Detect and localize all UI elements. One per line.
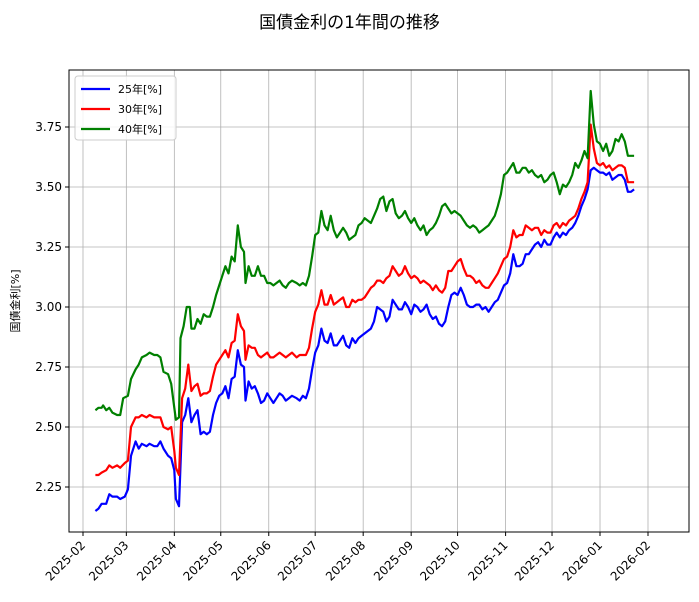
series-lines [94,89,635,512]
x-tick-label: 2026-02 [608,538,653,583]
legend: 25年[%] 30年[%] 40年[%] [74,75,177,141]
legend-box [74,75,177,141]
x-tick-label: 2026-01 [560,538,605,583]
y-tick-label: 2.50 [35,420,62,434]
y-tick-label: 2.75 [35,360,62,374]
y-tick-label: 3.75 [35,120,62,134]
x-tick-label: 2025-07 [275,538,320,583]
y-axis-label: 国債金利[%] [8,269,22,332]
x-tick-label: 2025-02 [43,538,88,583]
legend-label: 40年[%] [118,122,162,136]
series-line-3 [94,89,635,421]
x-tick-label: 2025-09 [371,538,416,583]
grid-lines [69,70,689,532]
x-tick-label: 2025-08 [323,538,368,583]
x-tick-label: 2025-06 [229,538,274,583]
plot-frame [68,69,690,533]
y-axis: 2.25 2.50 2.75 3.00 3.25 3.50 3.75 [35,120,69,494]
y-tick-label: 3.50 [35,180,62,194]
series-line-1 [94,166,635,512]
x-tick-label: 2025-03 [86,538,131,583]
x-tick-label: 2025-05 [181,538,226,583]
x-tick-label: 2025-04 [134,538,179,583]
x-tick-label: 2025-10 [417,538,462,583]
series-line-2 [95,123,635,477]
y-tick-label: 2.25 [35,480,62,494]
legend-label: 25年[%] [118,82,162,96]
legend-label: 30年[%] [118,102,162,116]
y-tick-label: 3.00 [35,300,62,314]
x-tick-label: 2025-12 [512,538,557,583]
chart-title: 国債金利の1年間の推移 [259,13,440,33]
y-tick-label: 3.25 [35,240,62,254]
x-tick-label: 2025-11 [465,538,510,583]
